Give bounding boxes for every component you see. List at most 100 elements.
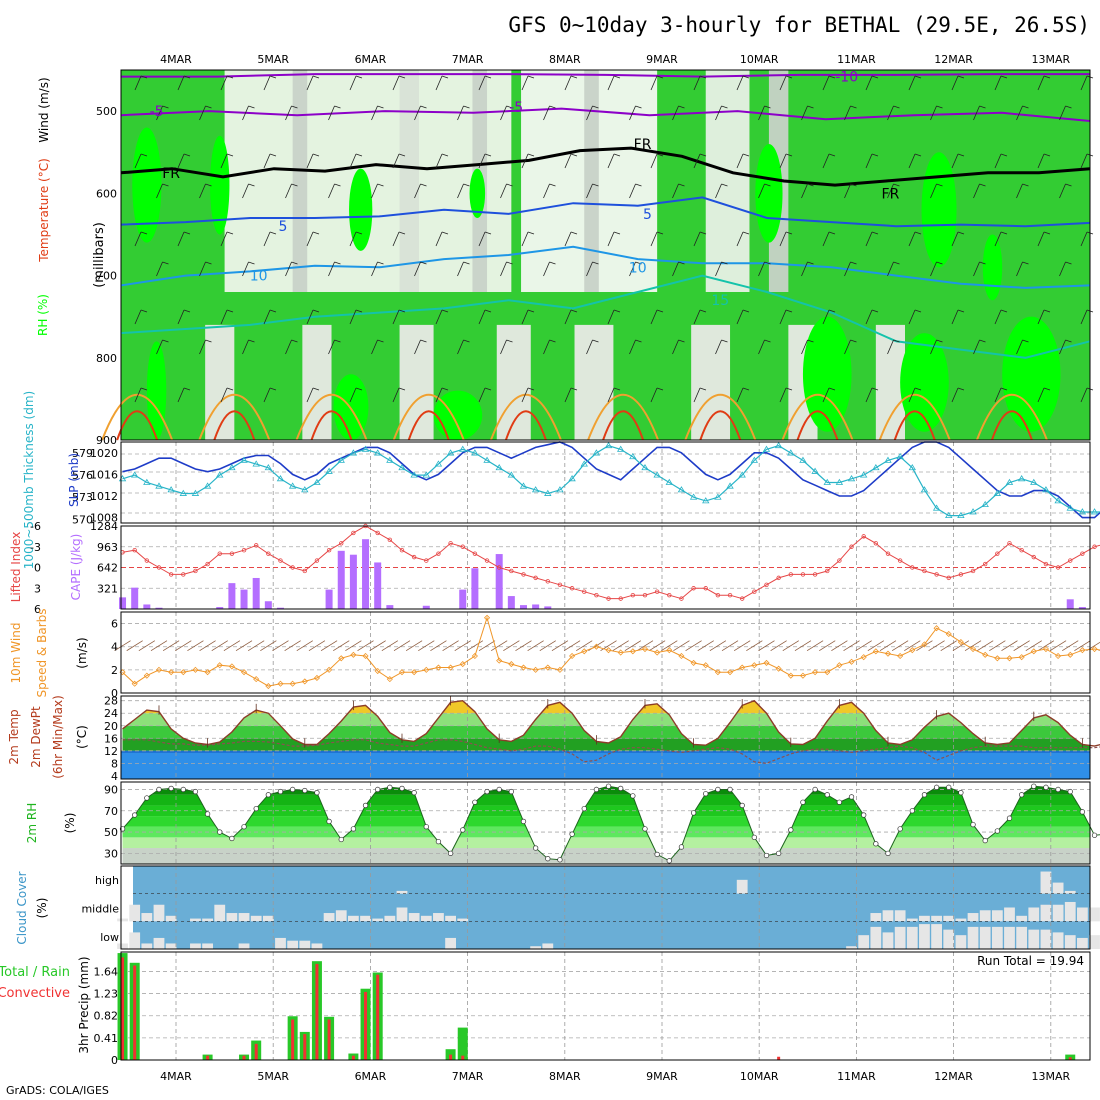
wind-barb-flag <box>506 183 513 187</box>
wind-barb-flag <box>549 183 556 187</box>
wind-barb <box>349 309 357 325</box>
wind-barb <box>435 309 443 325</box>
thickness-point <box>325 467 333 474</box>
thickness-point <box>799 456 807 463</box>
temp-line <box>122 699 1100 747</box>
wind-barb-flag <box>764 183 771 187</box>
lifted-index-point <box>654 589 660 594</box>
rh-point <box>666 858 672 864</box>
cloud-low-bar <box>141 943 153 949</box>
cape-bar <box>349 554 357 609</box>
wind-speed-point <box>1042 645 1050 653</box>
date-label-bottom: 11MAR <box>837 1070 876 1083</box>
rh-point <box>1043 784 1049 790</box>
wind-speed-point <box>301 678 308 685</box>
wind-barb-10m <box>138 640 156 652</box>
thickness-point <box>167 486 175 493</box>
rh-point <box>812 786 818 793</box>
thickness-point <box>823 478 831 485</box>
wind-barb-flag <box>742 387 750 391</box>
precip-convective-bar <box>242 1055 246 1060</box>
rh-tick: 50 <box>104 826 118 839</box>
wind-barb-flag <box>785 75 793 79</box>
wind-barb-flag <box>592 105 599 109</box>
wind-barb-10m <box>879 640 897 652</box>
wind-barb-10m <box>697 640 714 652</box>
precip-convective-bar <box>449 1054 453 1060</box>
cloud-middle-bar <box>360 915 371 922</box>
lifted-index-point <box>193 568 198 574</box>
temp-contour-15 <box>120 274 1091 359</box>
wind-barb <box>1080 231 1088 247</box>
wind-barb <box>134 387 142 403</box>
rh-point <box>362 802 369 809</box>
temp-contour-25 <box>893 410 936 441</box>
wind-speed-point <box>1055 652 1062 660</box>
precip-total-label: Total / Rain <box>0 965 70 980</box>
wind-barb-flag <box>807 261 814 265</box>
wind-barb <box>607 231 615 247</box>
wind-barb <box>908 309 916 325</box>
wind-barb-flag <box>398 231 406 235</box>
wind-barb-flag <box>936 261 943 265</box>
wind-speed-point <box>897 652 904 660</box>
wind-barb <box>887 105 894 121</box>
wind-barb-flag <box>699 309 707 313</box>
temp-contour-20 <box>392 394 465 441</box>
wind-barb-10m <box>126 640 143 652</box>
wind-frame <box>120 611 1091 694</box>
cloud-low-bar <box>967 926 979 949</box>
wind-barb <box>736 153 744 169</box>
contour-label: 10 <box>250 269 268 285</box>
wind-speed-point <box>168 669 175 676</box>
wind-barb-10m <box>952 640 970 652</box>
wind-barb <box>822 309 830 325</box>
wind-barb-10m <box>576 640 593 652</box>
wind-barb-flag <box>850 183 857 187</box>
temp-contour-10 <box>120 245 1091 289</box>
thickness-point <box>216 471 224 478</box>
wind-barb-flag <box>183 387 191 391</box>
wind-barb-flag <box>183 231 191 235</box>
wind-barb <box>908 75 916 91</box>
cape-bar <box>1078 607 1086 609</box>
wind-barb-10m <box>515 640 532 652</box>
wind-barb-flag <box>506 339 513 343</box>
wind-barb-flag <box>570 75 578 79</box>
cloud-middle-bar <box>1016 915 1028 922</box>
wind-barb-flag <box>957 75 965 79</box>
precip-tick: 0.82 <box>94 1010 119 1023</box>
wind-barb-10m <box>904 640 921 652</box>
wind-barb-flag <box>699 153 707 157</box>
thickness-point <box>835 478 844 485</box>
thickness-point <box>410 471 418 478</box>
temp-axis-label-3: (6hr Min/Max) <box>51 695 65 779</box>
thickness-point <box>1054 497 1062 504</box>
wind-speed-point <box>799 672 807 679</box>
wind-barb <box>414 105 421 121</box>
wind-barb <box>994 309 1002 325</box>
rh2m-unit-label: (%) <box>63 813 77 834</box>
wind-barb-flag <box>850 339 857 343</box>
thickness-tick: 579 <box>72 447 93 460</box>
wind-barb-flag <box>656 153 664 157</box>
contour-label: 15 <box>711 293 729 309</box>
wind-barb-10m <box>284 640 301 652</box>
wind-barb-flag <box>570 231 578 235</box>
wind-barb-10m <box>794 640 812 652</box>
rh-point <box>630 793 636 799</box>
precip-convective-bar <box>291 1019 295 1060</box>
wind-barb <box>951 75 959 91</box>
wind-barb-flag <box>635 105 642 109</box>
wind-barb-10m <box>964 640 982 652</box>
cloud-low-bar <box>153 937 165 949</box>
wind-barb <box>263 75 271 91</box>
thickness-point <box>1090 508 1099 515</box>
rh-point <box>460 827 466 833</box>
wind-barb-10m <box>648 640 666 652</box>
wind-barb <box>1080 387 1088 403</box>
rh-point <box>399 785 405 792</box>
wind-speed-point <box>702 662 709 669</box>
precip-tick: 0.41 <box>94 1032 119 1045</box>
wind-speed-point <box>909 647 916 654</box>
